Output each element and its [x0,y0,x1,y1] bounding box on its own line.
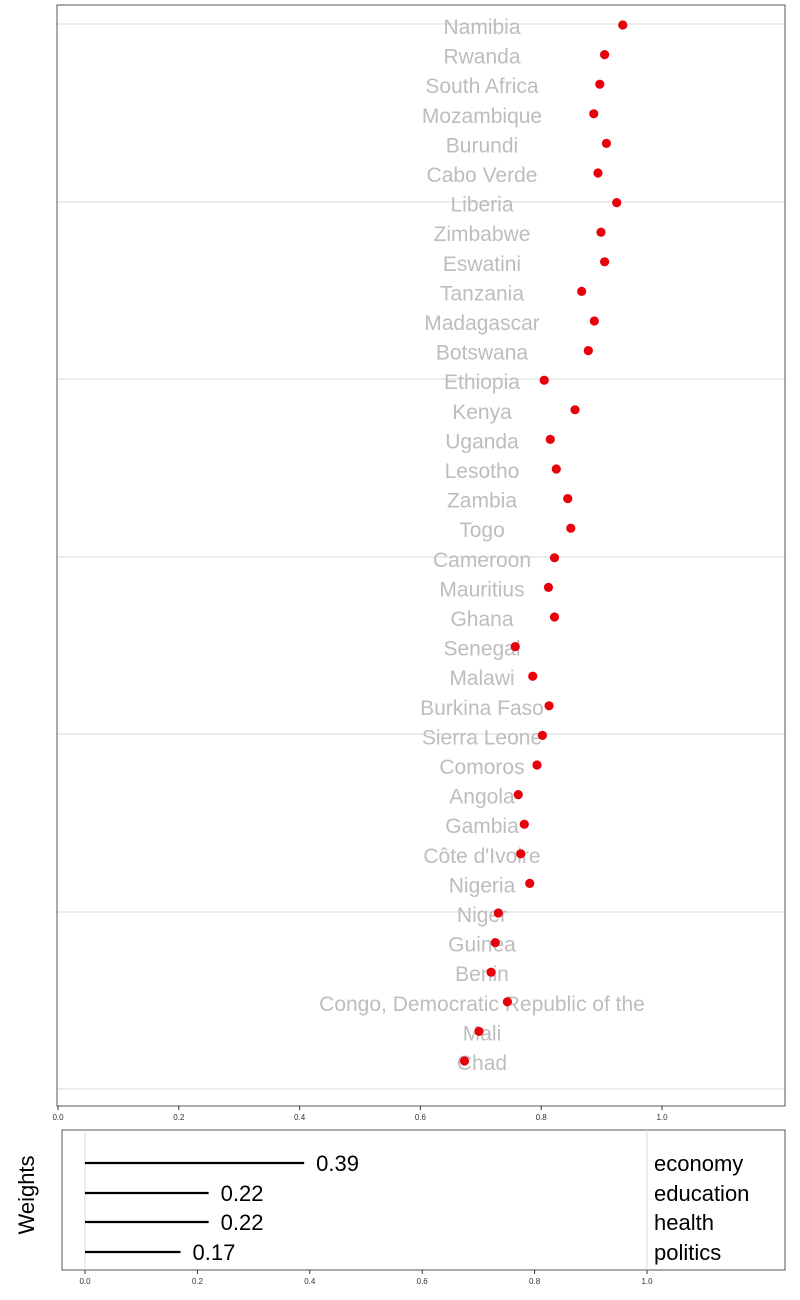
data-point [516,849,526,859]
country-label: Tanzania [440,282,524,305]
country-label: Zambia [447,490,517,513]
country-label: Eswatini [443,253,521,276]
weights-frame [61,1129,786,1271]
data-point [593,168,603,178]
data-point [612,198,622,208]
country-label: Cabo Verde [427,164,538,187]
country-label: Lesotho [445,460,520,483]
weight-value-label: 0.22 [221,1210,264,1235]
country-label: Guinea [448,934,516,957]
country-label: Kenya [452,401,512,424]
country-label: Côte d'Ivoire [423,845,540,868]
data-point [600,257,610,267]
country-label: Niger [457,904,507,927]
data-point [493,908,503,918]
data-point [600,50,610,60]
country-label: Madagascar [424,312,540,335]
data-point [595,79,605,89]
weight-category-label: politics [654,1240,721,1265]
country-label: Angola [449,786,515,809]
data-point [537,730,548,741]
country-label: Benin [455,963,509,986]
country-label: Malawi [449,667,514,690]
weights-x-tick-label: 0.4 [304,1277,316,1286]
country-label: Uganda [445,430,519,453]
plot-frame [56,4,786,1107]
data-point [563,494,573,504]
data-point [519,819,529,829]
data-point [513,790,523,800]
country-label: Rwanda [443,46,520,69]
data-point [486,967,496,977]
data-point [510,642,520,652]
data-point [502,997,512,1007]
data-point [570,405,580,415]
data-point [618,20,628,30]
weights-x-tick-label: 0.6 [417,1277,429,1286]
weights-x-tick-label: 0.8 [529,1277,541,1286]
data-point [532,760,542,770]
data-point [459,1056,470,1066]
data-point [474,1026,484,1036]
data-point [601,138,612,148]
country-label: Mauritius [439,578,524,601]
country-label: Comoros [439,756,524,779]
country-label: Chad [457,1052,507,1075]
data-point [549,612,560,622]
x-tick-label: 0.6 [415,1113,427,1120]
x-tick-label: 1.0 [656,1113,668,1120]
country-label: Botswana [436,342,529,365]
data-point [528,671,538,681]
data-point [577,286,587,296]
country-label: Burundi [446,134,518,157]
weight-category-label: health [654,1210,714,1235]
x-tick-label: 0.2 [173,1113,185,1120]
weights-x-tick-label: 1.0 [641,1277,653,1286]
data-point [544,701,554,711]
data-point [583,346,593,356]
country-label: Burkina Faso [420,697,544,720]
weights-plot: 0.0 0.2 0.4 0.6 0.8 1.0 0.39 economy 0.22 educati… [61,1129,786,1286]
country-label: Mozambique [422,105,542,128]
country-label: Namibia [443,16,520,39]
country-label: Ethiopia [444,371,520,394]
country-label: South Africa [425,75,539,98]
country-label: Ghana [450,608,513,631]
data-point [545,434,555,444]
weights-x-tick-label: 0.2 [192,1277,204,1286]
weights-axis-label: Weights [14,1155,39,1234]
data-point [543,582,554,593]
country-label: Cameroon [433,549,531,572]
data-point [551,464,561,474]
data-point [589,109,599,119]
x-tick-label: 0.0 [52,1113,64,1120]
data-point [490,938,500,948]
data-point [566,523,576,533]
country-label: Gambia [445,815,519,838]
weight-category-label: education [654,1181,749,1206]
country-label: Zimbabwe [434,223,531,246]
weight-value-label: 0.17 [193,1240,236,1265]
weight-value-label: 0.39 [316,1151,359,1176]
data-point [525,878,535,889]
data-point [596,227,606,237]
country-label: Senegal [443,638,520,661]
country-label: Congo, Democratic Republic of the [319,993,645,1016]
x-tick-label: 0.8 [536,1113,548,1120]
weights-x-tick-label: 0.0 [79,1277,91,1286]
weight-value-label: 0.22 [221,1181,264,1206]
weight-category-label: economy [654,1151,743,1176]
country-score-plot: 0.0 0.2 0.4 0.6 0.8 1.0 Namibia Rwanda South Afr… [52,4,786,1120]
country-label: Sierra Leone [422,726,542,749]
weights-axis-label-box: Weights [14,1155,39,1234]
x-tick-label: 0.4 [294,1113,306,1120]
data-point [549,553,560,563]
data-point [589,316,599,326]
country-label: Nigeria [449,874,516,897]
country-label: Liberia [450,194,513,217]
data-point [539,375,549,385]
country-label: Togo [459,519,505,542]
